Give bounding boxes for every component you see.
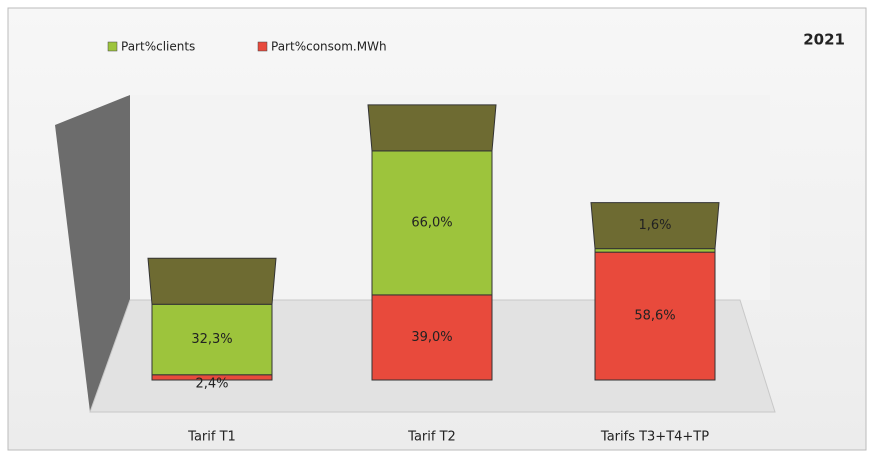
side-wall [55, 95, 130, 412]
legend-label: Part%consom.MWh [271, 40, 387, 54]
data-label: 1,6% [638, 218, 671, 233]
bar-segment [594, 251, 716, 381]
legend-label: Part%clients [121, 40, 195, 54]
data-label: 32,3% [191, 332, 232, 347]
bar-segment [371, 294, 493, 381]
data-label: 2,4% [195, 377, 228, 392]
bar-segment [594, 248, 716, 253]
bar-top [590, 202, 720, 250]
data-label: 66,0% [411, 215, 452, 230]
x-tick-label: Tarif T1 [187, 430, 236, 445]
x-tick-label: Tarifs T3+T4+TP [600, 430, 709, 445]
legend-swatch [257, 41, 268, 52]
legend-swatch [107, 41, 118, 52]
bar-segment [371, 150, 493, 296]
bar-segment [151, 303, 273, 376]
bar-top [147, 257, 277, 305]
data-label: 39,0% [411, 330, 452, 345]
chart-title: 2021 [803, 31, 845, 49]
data-label: 58,6% [634, 309, 675, 324]
bar-top [367, 104, 497, 152]
x-tick-label: Tarif T2 [407, 430, 456, 445]
